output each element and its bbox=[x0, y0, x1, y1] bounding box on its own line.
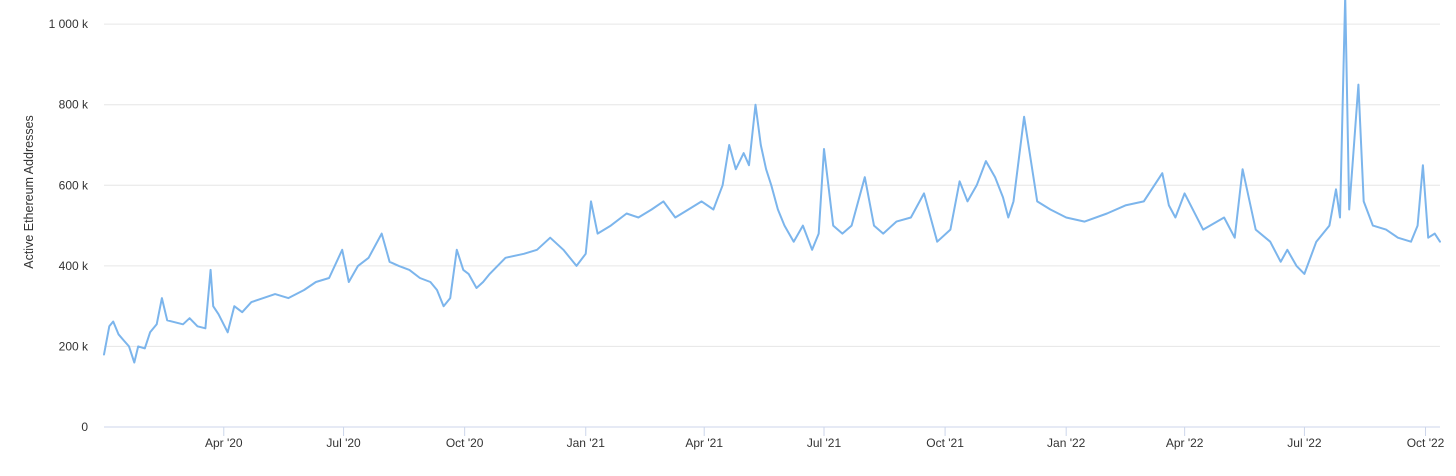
x-tick-label: Apr '22 bbox=[1166, 436, 1204, 450]
x-tick-label: Jan '21 bbox=[567, 436, 606, 450]
y-tick-label: 400 k bbox=[59, 259, 89, 273]
y-tick-label: 600 k bbox=[59, 178, 89, 192]
series-layer bbox=[103, 0, 1441, 364]
x-tick-label: Apr '20 bbox=[205, 436, 243, 450]
x-axis-ticks: Apr '20 Jul '20 Oct '20 Jan '21 Apr '21 Jul '… bbox=[205, 427, 1445, 450]
y-axis-label: Active Ethereum Addresses bbox=[22, 115, 36, 269]
y-tick-label: 200 k bbox=[59, 339, 89, 353]
x-tick-label: Apr '21 bbox=[685, 436, 723, 450]
series-line bbox=[103, 0, 1441, 364]
x-tick-label: Jul '21 bbox=[807, 436, 842, 450]
x-tick-label: Jan '22 bbox=[1047, 436, 1086, 450]
x-tick-label: Jul '20 bbox=[326, 436, 361, 450]
y-tick-label: 800 k bbox=[59, 98, 89, 112]
x-tick-label: Oct '20 bbox=[446, 436, 484, 450]
y-tick-label: 0 bbox=[81, 420, 88, 434]
y-tick-label: 1 000 k bbox=[49, 17, 89, 31]
x-tick-label: Oct '22 bbox=[1407, 436, 1445, 450]
x-tick-label: Jul '22 bbox=[1287, 436, 1322, 450]
x-tick-label: Oct '21 bbox=[926, 436, 964, 450]
y-axis-ticks: 0 200 k 400 k 600 k 800 k 1 000 k bbox=[49, 17, 89, 434]
